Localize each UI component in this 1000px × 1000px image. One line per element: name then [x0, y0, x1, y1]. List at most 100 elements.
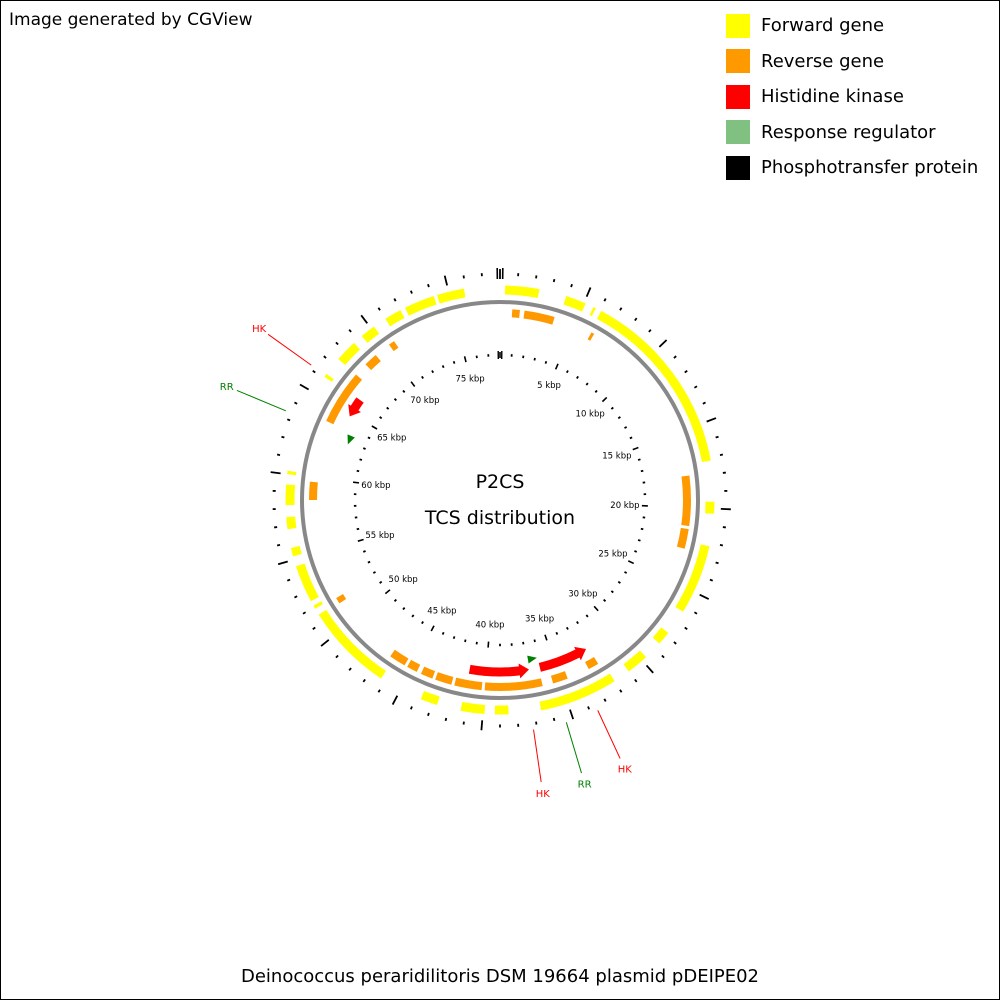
outer-major-tick: [706, 417, 717, 423]
outer-minor-tick: [335, 654, 339, 659]
organism-caption: Deinococcus peraridilitoris DSM 19664 pl…: [240, 966, 760, 987]
outer-minor-tick: [715, 561, 719, 565]
outer-minor-tick: [276, 544, 281, 547]
forward-gene: [338, 342, 361, 365]
kbp-minor-tick: [402, 389, 406, 393]
reverse-gene: [587, 332, 595, 341]
legend-swatch-phosphotransfer-protein: [726, 155, 750, 180]
outer-minor-tick: [276, 453, 281, 456]
legend-label: Forward gene: [761, 15, 885, 37]
kbp-tick-label: 55 kbp: [365, 531, 394, 541]
legend-item-phosphotransfer-protein: Phosphotransfer protein: [726, 150, 978, 186]
tcs-leader-line: [565, 722, 582, 774]
reverse-gene: [420, 666, 436, 679]
forward-gene: [385, 310, 405, 327]
reverse-gene: [336, 594, 347, 604]
outer-minor-tick: [648, 329, 652, 333]
kbp-minor-tick: [372, 571, 376, 574]
kbp-minor-tick: [452, 360, 456, 364]
forward-gene: [313, 601, 323, 609]
outer-minor-tick: [693, 385, 698, 389]
outer-minor-tick: [409, 706, 413, 710]
reverse-gene: [681, 475, 691, 527]
outer-minor-tick: [377, 307, 381, 311]
tcs-leader-line: [533, 729, 542, 783]
kbp-tick-label: 5 kbp: [537, 381, 561, 391]
outer-minor-tick: [312, 370, 316, 374]
tcs-label: HK: [536, 789, 551, 800]
cgview-credit: Image generated by CGView: [9, 10, 253, 30]
kbp-minor-tick: [533, 357, 536, 361]
forward-gene: [285, 484, 296, 506]
outer-minor-tick: [634, 317, 638, 322]
outer-major-tick: [480, 720, 484, 731]
outer-minor-tick: [693, 611, 698, 615]
kbp-tick-label: 45 kbp: [427, 607, 456, 617]
outer-ticks: [270, 268, 731, 731]
reverse-gene: [365, 355, 381, 371]
kbp-minor-tick: [610, 590, 614, 594]
kbp-major-tick: [357, 538, 364, 542]
kbp-minor-tick: [464, 639, 467, 643]
outer-major-tick: [585, 287, 592, 298]
kbp-minor-tick: [386, 406, 390, 410]
tcs-label: HK: [252, 324, 267, 335]
legend-label: Reverse gene: [761, 50, 885, 72]
kbp-minor-tick: [544, 360, 548, 364]
kbp-tick-label: 70 kbp: [410, 396, 439, 406]
outer-minor-tick: [719, 453, 724, 456]
kbp-minor-tick: [533, 639, 536, 643]
outer-major-tick: [360, 314, 368, 324]
forward-genes-track: [285, 285, 715, 715]
kbp-minor-tick: [402, 607, 406, 611]
kbp-minor-tick: [356, 527, 360, 531]
kbp-minor-tick: [617, 580, 621, 584]
outer-major-tick: [270, 471, 281, 475]
legend-swatch-histidine-kinase: [726, 84, 750, 109]
kbp-minor-tick: [617, 416, 621, 420]
outer-minor-tick: [427, 712, 430, 717]
forward-gene: [437, 288, 466, 304]
kbp-minor-tick: [362, 550, 366, 553]
kbp-major-tick: [627, 560, 635, 565]
kbp-minor-tick: [566, 626, 569, 630]
legend-label: Histidine kinase: [761, 86, 904, 108]
outer-minor-tick: [570, 283, 573, 288]
kbp-tick-label: 75 kbp: [455, 375, 484, 385]
reverse-gene: [326, 374, 363, 425]
outer-minor-tick: [393, 298, 397, 302]
forward-gene: [318, 609, 387, 679]
tcs-leader-line: [267, 333, 312, 366]
kbp-major-tick: [463, 356, 467, 363]
outer-minor-tick: [294, 595, 298, 599]
reverse-gene: [676, 527, 689, 549]
kbp-minor-tick: [576, 375, 579, 379]
kbp-minor-tick: [359, 458, 363, 461]
forward-gene: [504, 285, 540, 299]
kbp-tick-label: 60 kbp: [361, 481, 390, 491]
reverse-gene: [523, 310, 555, 325]
outer-minor-tick: [409, 290, 413, 294]
reverse-gene: [550, 671, 568, 684]
outer-minor-tick: [335, 341, 339, 346]
tcs-label: RR: [578, 780, 592, 791]
outer-minor-tick: [619, 307, 623, 311]
kbp-minor-tick: [411, 614, 415, 618]
forward-gene: [404, 296, 437, 316]
outer-minor-tick: [377, 689, 381, 693]
kbp-minor-tick: [379, 580, 383, 584]
kbp-minor-tick: [640, 469, 644, 473]
kbp-minor-tick: [356, 469, 360, 473]
kbp-minor-tick: [624, 426, 628, 429]
kbp-minor-tick: [637, 539, 641, 542]
forward-gene: [675, 544, 710, 612]
kbp-minor-tick: [393, 398, 397, 402]
legend-item-histidine-kinase: Histidine kinase: [726, 79, 978, 115]
legend-swatch-reverse-gene: [726, 49, 750, 74]
outer-minor-tick: [552, 278, 556, 283]
kbp-major-tick: [352, 481, 360, 484]
outer-minor-tick: [603, 698, 607, 702]
kbp-tick-label: 40 kbp: [475, 621, 504, 631]
kbp-minor-tick: [441, 365, 445, 369]
kbp-minor-tick: [421, 621, 424, 625]
